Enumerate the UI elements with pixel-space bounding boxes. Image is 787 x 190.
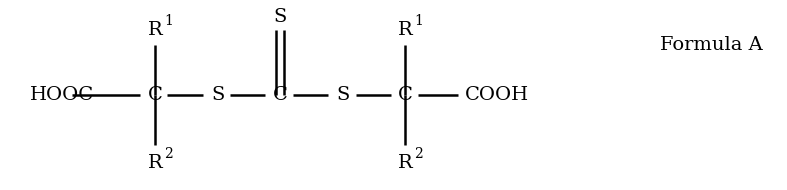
Text: R: R [148,21,162,39]
Text: Formula A: Formula A [660,36,763,54]
Text: 2: 2 [164,147,173,161]
Text: C: C [272,86,287,104]
Text: 1: 1 [414,14,423,28]
Text: 2: 2 [414,147,423,161]
Text: COOH: COOH [465,86,529,104]
Text: R: R [397,154,412,172]
Text: S: S [336,86,349,104]
Text: S: S [212,86,224,104]
Text: 1: 1 [164,14,173,28]
Text: R: R [397,21,412,39]
Text: C: C [397,86,412,104]
Text: HOOC: HOOC [30,86,94,104]
Text: C: C [148,86,162,104]
Text: S: S [273,8,286,26]
Text: R: R [148,154,162,172]
